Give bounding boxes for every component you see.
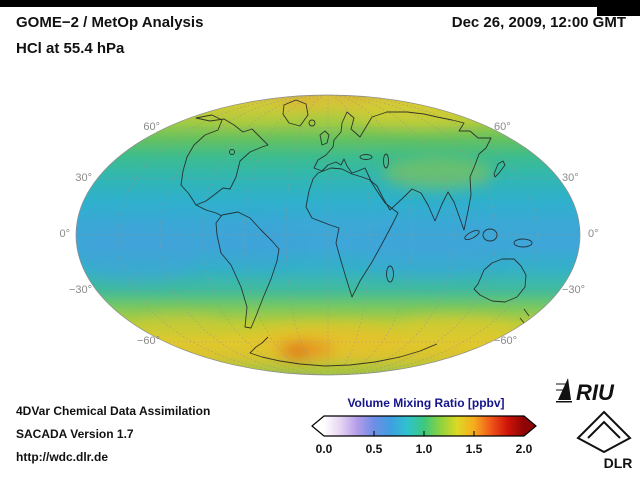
riu-logo: RIU	[556, 378, 615, 405]
data-anomaly-blobs	[80, 95, 510, 358]
figure-title: GOME−2 / MetOp Analysis	[16, 14, 204, 31]
lat-label-left-30n: 30°	[75, 172, 92, 184]
lat-label-left-30s: −30°	[68, 284, 92, 296]
graticule	[76, 95, 580, 375]
lat-label-right-60n: 60°	[494, 121, 511, 133]
footer-assimilation: 4DVar Chemical Data Assimilation	[16, 404, 211, 418]
world-map	[75, 94, 581, 376]
coastlines	[180, 99, 533, 367]
dlr-logo-text: DLR	[604, 455, 633, 471]
colorbar-tick-2: 1.0	[415, 442, 433, 456]
lat-label-right-60s: −60°	[494, 335, 518, 347]
colorbar-left-arrow	[312, 416, 324, 436]
footer-url: http://wdc.dlr.de	[16, 450, 108, 464]
colorbar-tick-0: 0.0	[315, 442, 333, 456]
lat-label-right-0: 0°	[588, 228, 599, 240]
colorbar-outline	[311, 415, 537, 437]
colorbar-tick-3: 1.5	[465, 442, 483, 456]
lat-label-left-60n: 60°	[143, 121, 160, 133]
lat-label-right-30n: 30°	[562, 172, 579, 184]
top-black-strip	[0, 0, 640, 7]
figure-subtitle: HCl at 55.4 hPa	[16, 40, 125, 57]
lat-label-left-0: 0°	[59, 228, 70, 240]
lat-label-right-30s: −30°	[562, 284, 586, 296]
riu-logo-text: RIU	[576, 380, 615, 405]
colorbar	[311, 415, 537, 437]
map-boundary	[75, 94, 581, 376]
dlr-emblem-icon	[576, 410, 632, 454]
top-right-black-block	[597, 0, 640, 16]
figure-datetime: Dec 26, 2009, 12:00 GMT	[451, 14, 626, 31]
colorbar-title: Volume Mixing Ratio [ppbv]	[347, 396, 505, 410]
dlr-logo: DLR	[576, 410, 633, 471]
footer-version: SACADA Version 1.7	[16, 427, 134, 441]
colorbar-tick-4: 2.0	[515, 442, 533, 456]
colorbar-tick-1: 0.5	[365, 442, 383, 456]
colorbar-right-arrow	[524, 416, 536, 436]
lat-label-left-60s: −60°	[136, 335, 160, 347]
colorbar-tickmarks	[373, 431, 475, 436]
riu-sail-icon	[558, 378, 571, 400]
